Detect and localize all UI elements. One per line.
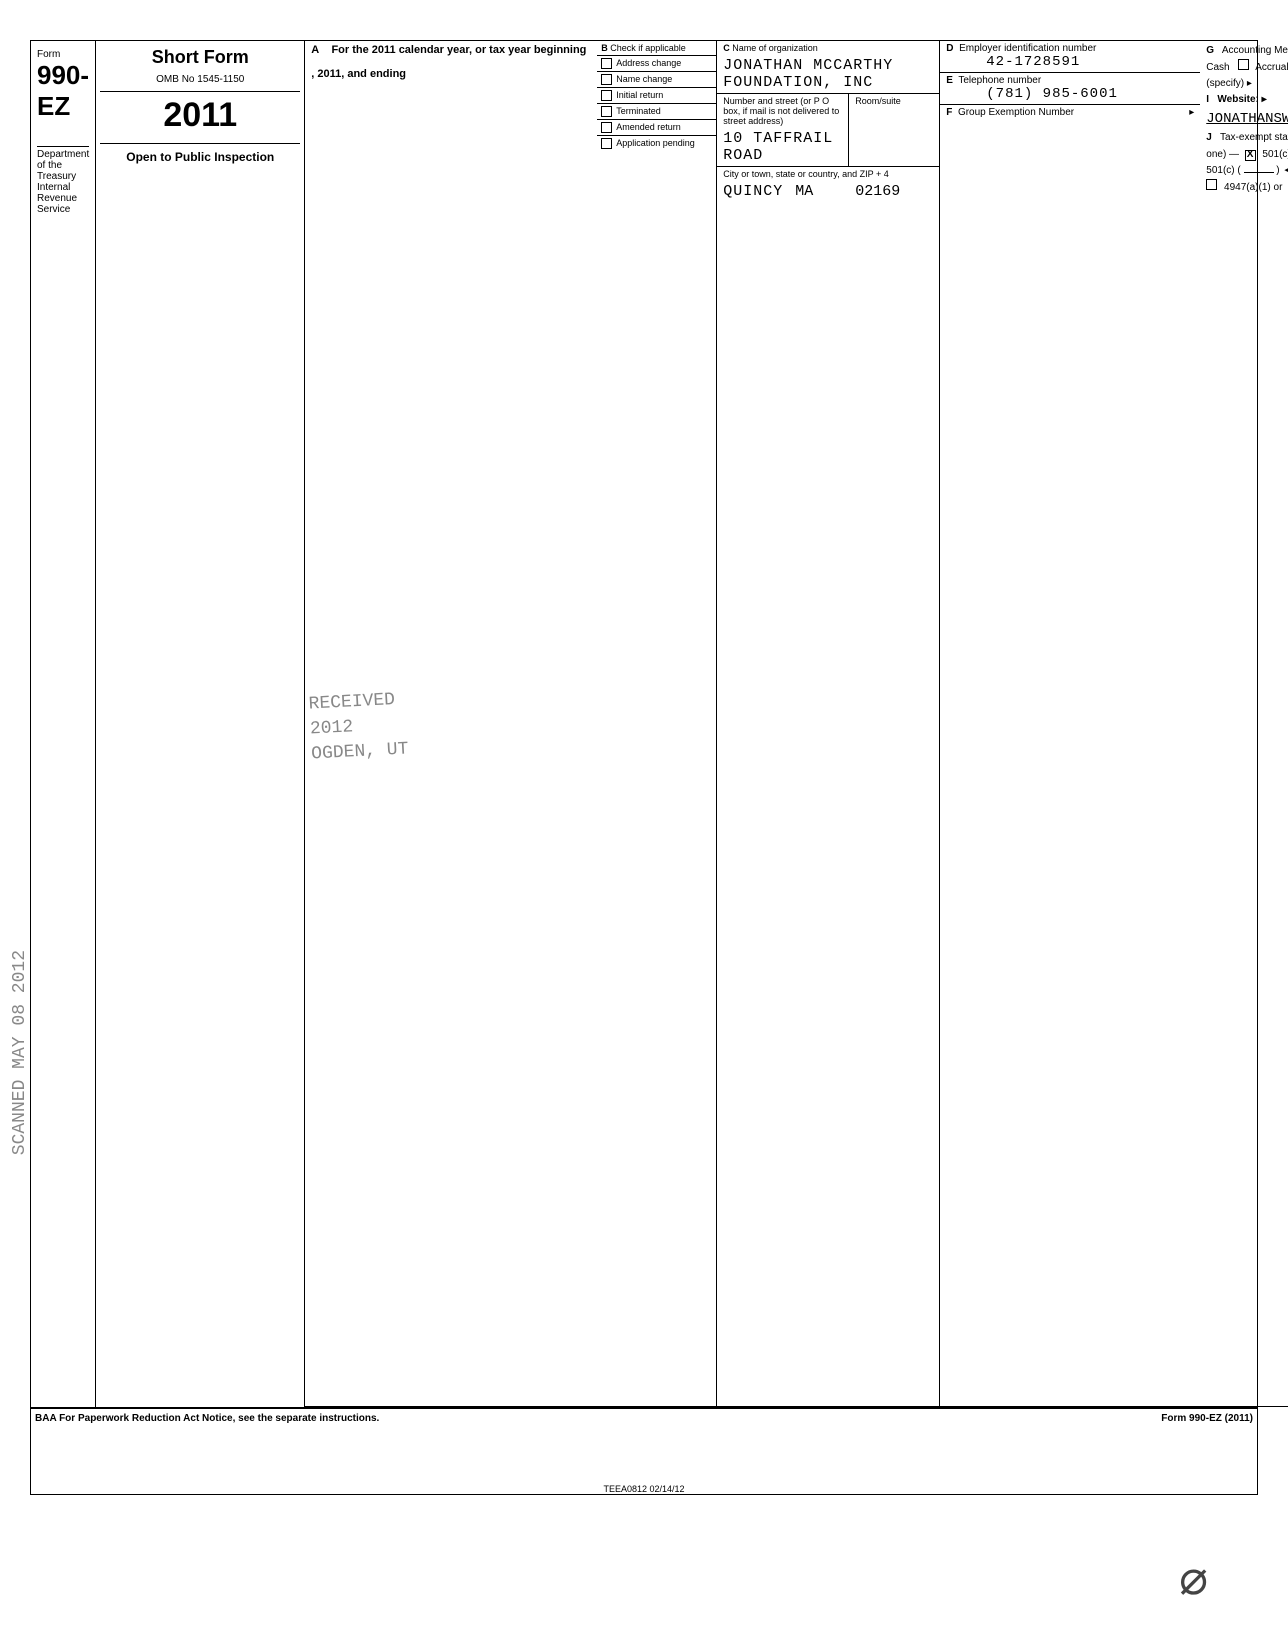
label-c: C bbox=[723, 43, 730, 53]
title-cell: Short Form OMB No 1545-1150 2011 Open to… bbox=[96, 41, 305, 1407]
org-name: JONATHAN MCCARTHY FOUNDATION, INC bbox=[717, 55, 939, 93]
check-accrual[interactable] bbox=[1238, 59, 1249, 70]
col-def: D Employer identification number 42-1728… bbox=[940, 41, 1200, 1406]
501c-label: 501(c) ( bbox=[1206, 165, 1240, 176]
name-of-org-label: Name of organization bbox=[732, 43, 818, 53]
received-stamp: RECEIVED 2012 OGDEN, UT bbox=[308, 688, 409, 769]
label-j: J bbox=[1206, 132, 1212, 143]
label-a: A bbox=[311, 44, 319, 56]
form-990ez: Form 990-EZ Department of the Treasury I… bbox=[30, 40, 1258, 1495]
zip: 02169 bbox=[849, 181, 939, 202]
group-exemption-label: Group Exemption Number bbox=[958, 107, 1074, 118]
ein: 42-1728591 bbox=[946, 54, 1080, 70]
label-f: F bbox=[946, 107, 952, 118]
check-if-applicable: Check if applicable bbox=[610, 43, 686, 53]
col-b: B Check if applicable Address change Nam… bbox=[597, 41, 717, 1406]
check-address-change[interactable]: Address change bbox=[597, 56, 716, 72]
room-suite-label: Room/suite bbox=[849, 94, 939, 166]
city: QUINCY bbox=[717, 181, 789, 202]
form-number-cell: Form 990-EZ Department of the Treasury I… bbox=[31, 41, 96, 1407]
insert-no-label: ) ◄(insert no ) bbox=[1276, 165, 1288, 176]
check-application-pending[interactable]: Application pending bbox=[597, 136, 716, 151]
section-bcdef: B Check if applicable Address change Nam… bbox=[597, 41, 1200, 1407]
check-amended-return[interactable]: Amended return bbox=[597, 120, 716, 136]
arrow-icon: ▸ bbox=[1189, 107, 1194, 118]
scanned-stamp: SCANNED MAY 08 2012 bbox=[10, 950, 30, 1155]
label-g: G bbox=[1206, 45, 1214, 56]
check-4947[interactable] bbox=[1206, 179, 1217, 190]
col-c: C Name of organization JONATHAN MCCARTHY… bbox=[717, 41, 940, 1406]
phone: (781) 985-6001 bbox=[946, 86, 1118, 102]
ein-label: Employer identification number bbox=[959, 43, 1096, 54]
label-i: I bbox=[1206, 94, 1209, 105]
form-number: 990-EZ bbox=[37, 60, 89, 121]
handwritten-initial: ⌀ bbox=[1179, 1550, 1208, 1606]
label-e: E bbox=[946, 75, 953, 86]
501c3-label: 501(c)(3) bbox=[1262, 149, 1288, 160]
website: JONATHANSWISH.ORG bbox=[1206, 111, 1288, 127]
street-address: 10 TAFFRAIL ROAD bbox=[717, 128, 848, 166]
check-501c3[interactable]: X bbox=[1245, 150, 1256, 161]
check-terminated[interactable]: Terminated bbox=[597, 104, 716, 120]
phone-label: Telephone number bbox=[958, 75, 1041, 86]
check-name-change[interactable]: Name change bbox=[597, 72, 716, 88]
accounting-method-label: Accounting Method bbox=[1222, 45, 1288, 56]
4947-label: 4947(a)(1) or bbox=[1224, 182, 1282, 193]
accrual-label: Accrual bbox=[1255, 62, 1288, 73]
short-form-title: Short Form bbox=[100, 47, 300, 68]
teea-code: TEEA0812 02/14/12 bbox=[31, 1484, 1257, 1494]
irs-label: Internal Revenue Service bbox=[37, 182, 89, 215]
row-ghij: G Accounting Method X Cash Accrual Other… bbox=[1200, 41, 1288, 1407]
dept-treasury: Department of the Treasury bbox=[37, 149, 89, 182]
open-public: Open to Public Inspection bbox=[100, 144, 300, 170]
street-label: Number and street (or P O box, if mail i… bbox=[717, 94, 848, 128]
received-line3: OGDEN, UT bbox=[311, 738, 409, 768]
year-cell: OMB No 1545-1150 2011 Open to Public Ins… bbox=[100, 68, 300, 170]
form-header: Form 990-EZ Department of the Treasury I… bbox=[31, 41, 1257, 1409]
state: MA bbox=[789, 181, 849, 202]
label-b: B bbox=[601, 43, 608, 53]
footer: BAA For Paperwork Reduction Act Notice, … bbox=[31, 1409, 1257, 1424]
form-ref: Form 990-EZ (2011) bbox=[1161, 1413, 1253, 1424]
tax-year: 2011 bbox=[100, 92, 300, 144]
label-d: D bbox=[946, 43, 953, 54]
row-a-mid: , 2011, and ending bbox=[311, 68, 406, 80]
cash-label: Cash bbox=[1206, 62, 1229, 73]
city-label: City or town, state or country, and ZIP … bbox=[717, 167, 939, 181]
received-line1: RECEIVED bbox=[308, 688, 406, 718]
form-prefix: Form bbox=[37, 49, 60, 60]
row-a-pre: For the 2011 calendar year, or tax year … bbox=[331, 44, 586, 56]
check-initial-return[interactable]: Initial return bbox=[597, 88, 716, 104]
baa-notice: BAA For Paperwork Reduction Act Notice, … bbox=[35, 1413, 379, 1424]
website-label: Website: ▸ bbox=[1217, 94, 1266, 105]
omb-number: OMB No 1545-1150 bbox=[100, 68, 300, 92]
